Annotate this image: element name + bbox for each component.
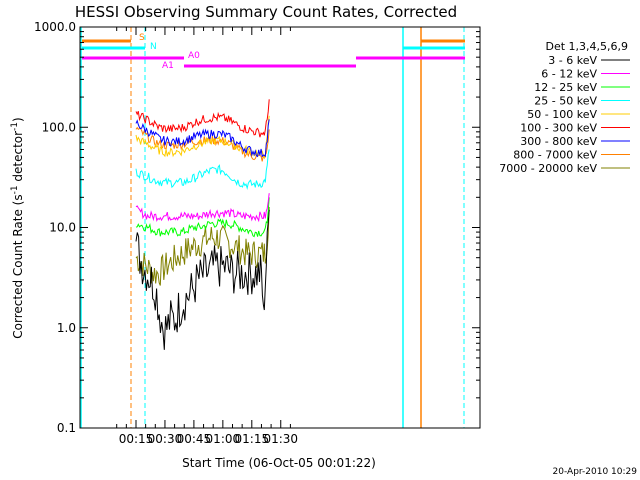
flag-label-s: S: [139, 33, 145, 43]
series-line-3: [135, 149, 270, 191]
y-axis-label-part-3: ): [11, 117, 25, 122]
y-axis-label-part-1: Corrected Count Rate (s: [11, 194, 25, 338]
x-tick-label-3: 01:00: [206, 432, 241, 446]
legend-label-1: 6 - 12 keV: [541, 68, 597, 81]
series-layer: [135, 99, 270, 350]
series-line-8: [135, 206, 270, 286]
legend-label-0: 3 - 6 keV: [548, 54, 597, 67]
legend-label-2: 12 - 25 keV: [534, 81, 597, 94]
flag-label-a0: A0: [188, 51, 200, 61]
series-line-4: [135, 115, 270, 159]
y-tick-label-3: 1.0: [57, 321, 76, 335]
y-axis-label: Corrected Count Rate (s-1 detector-1): [10, 117, 25, 338]
footer-date: 20-Apr-2010 10:29: [553, 467, 638, 477]
y-tick-label-4: 0.1: [57, 421, 76, 435]
x-tick-label-0: 00:15: [119, 432, 154, 446]
series-line-6: [135, 119, 270, 158]
series-line-1: [135, 193, 270, 223]
legend-label-3: 25 - 50 keV: [534, 95, 597, 108]
y-axis-label-exponent-1: -1: [10, 185, 20, 194]
plot-frame: [79, 26, 481, 429]
x-tick-label-1: 00:30: [148, 432, 183, 446]
flag-label-a1: A1: [162, 61, 174, 71]
x-axis-label: Start Time (06-Oct-05 00:01:22): [182, 456, 376, 470]
series-line-2: [135, 197, 270, 238]
y-tick-label-0: 1000.0: [34, 20, 76, 34]
x-tick-label-4: 01:15: [235, 432, 270, 446]
legend-label-4: 50 - 100 keV: [527, 108, 597, 121]
legend-label-8: 7000 - 20000 keV: [499, 162, 597, 175]
legend-label-5: 100 - 300 keV: [520, 122, 597, 135]
chart-title: HESSI Observing Summary Count Rates, Cor…: [75, 3, 457, 21]
series-line-0: [135, 209, 270, 350]
y-axis-label-exponent-2: -1: [10, 122, 20, 131]
flag-label-n: N: [150, 42, 157, 52]
x-tick-label-5: 01:30: [263, 432, 298, 446]
legend-label-7: 800 - 7000 keV: [513, 149, 597, 162]
y-axis-label-part-2: detector: [11, 131, 25, 186]
x-tick-label-2: 00:45: [177, 432, 212, 446]
y-tick-label-1: 100.0: [42, 120, 76, 134]
flags-layer: SN A0 A1: [80, 27, 465, 428]
series-line-5: [135, 99, 270, 138]
y-tick-label-2: 10.0: [49, 221, 76, 235]
legend-label-6: 300 - 800 keV: [520, 135, 597, 148]
legend-title: Det 1,3,4,5,6,9: [545, 40, 628, 53]
axes-layer: 1000.0 100.0 10.0 1.0 0.1 00:1500:3000:4501:0…: [34, 20, 480, 446]
